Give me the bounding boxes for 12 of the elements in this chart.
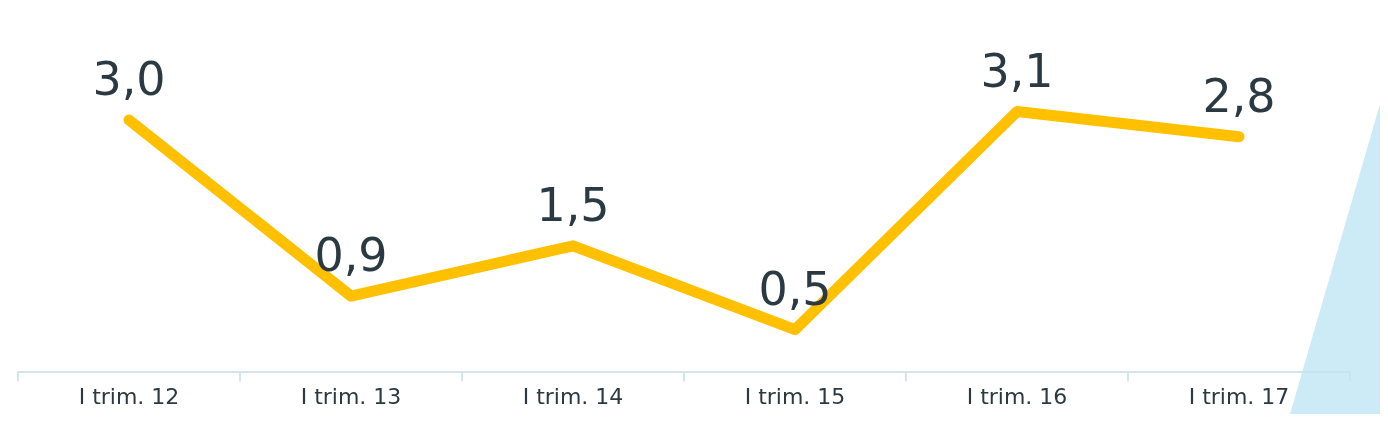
data-label: 0,9: [314, 228, 388, 283]
data-label: 3,1: [980, 43, 1054, 98]
x-tick-label: I trim. 17: [1188, 383, 1290, 409]
x-tick-label: I trim. 14: [522, 383, 624, 409]
data-label: 1,5: [536, 177, 610, 232]
x-tick-label: I trim. 15: [744, 383, 846, 409]
x-tick-label: I trim. 13: [300, 383, 402, 409]
data-label: 2,8: [1202, 68, 1276, 123]
x-tick-label: I trim. 12: [78, 383, 180, 409]
data-label: 3,0: [92, 51, 166, 106]
data-label: 0,5: [758, 261, 832, 316]
x-tick-label: I trim. 16: [966, 383, 1068, 409]
